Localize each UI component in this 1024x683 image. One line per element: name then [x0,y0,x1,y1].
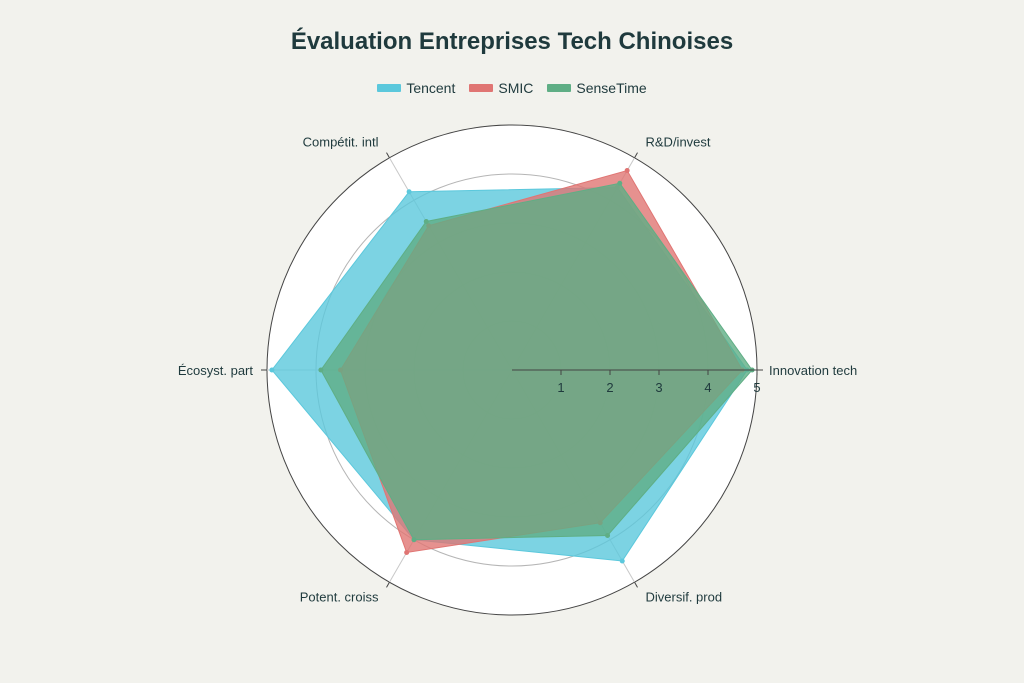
chart-title: Évaluation Entreprises Tech Chinoises [290,28,734,55]
axis-label: Compétit. intl [303,135,379,150]
data-point-sensetime[interactable] [411,537,417,543]
radial-tick-label: 5 [753,380,760,395]
radial-tick-label: 3 [655,380,662,395]
radial-tick-label: 2 [606,380,613,395]
legend: Tencent SMIC SenseTime [0,80,1024,96]
series-layer [269,168,755,564]
data-point-smic[interactable] [624,168,630,174]
axis-label: Innovation tech [769,363,857,378]
axis-label: Potent. croiss [300,589,379,604]
data-point-tencent[interactable] [269,367,275,373]
radial-tick-label: 1 [557,380,564,395]
data-point-smic[interactable] [404,549,410,555]
legend-item-tencent[interactable]: Tencent [377,80,455,96]
axis-layer: 1 2 3 4 5 Innovation tech R&D/invest Compétit. … [178,135,857,605]
angular-tick [634,581,638,588]
axis-label: Écosyst. part [178,363,254,378]
axis-label: Diversif. prod [646,589,723,604]
data-point-sensetime[interactable] [617,180,623,186]
legend-label-tencent: Tencent [406,80,456,96]
angular-tick [386,581,390,588]
legend-swatch-smic [469,84,494,92]
data-point-tencent[interactable] [619,558,625,564]
data-point-sensetime[interactable] [318,367,324,373]
legend-swatch-tencent [377,84,402,92]
data-point-sensetime[interactable] [605,532,611,538]
axis-label: R&D/invest [646,135,711,150]
angular-tick [634,152,638,159]
angular-tick [386,152,390,159]
data-point-tencent[interactable] [406,189,412,195]
legend-item-smic[interactable]: SMIC [469,80,533,96]
legend-label-smic: SMIC [498,80,534,96]
legend-label-sensetime: SenseTime [576,80,647,96]
legend-item-sensetime[interactable]: SenseTime [547,80,647,96]
radial-tick-label: 4 [704,380,711,395]
data-point-sensetime[interactable] [423,218,429,224]
legend-swatch-sensetime [547,84,572,92]
